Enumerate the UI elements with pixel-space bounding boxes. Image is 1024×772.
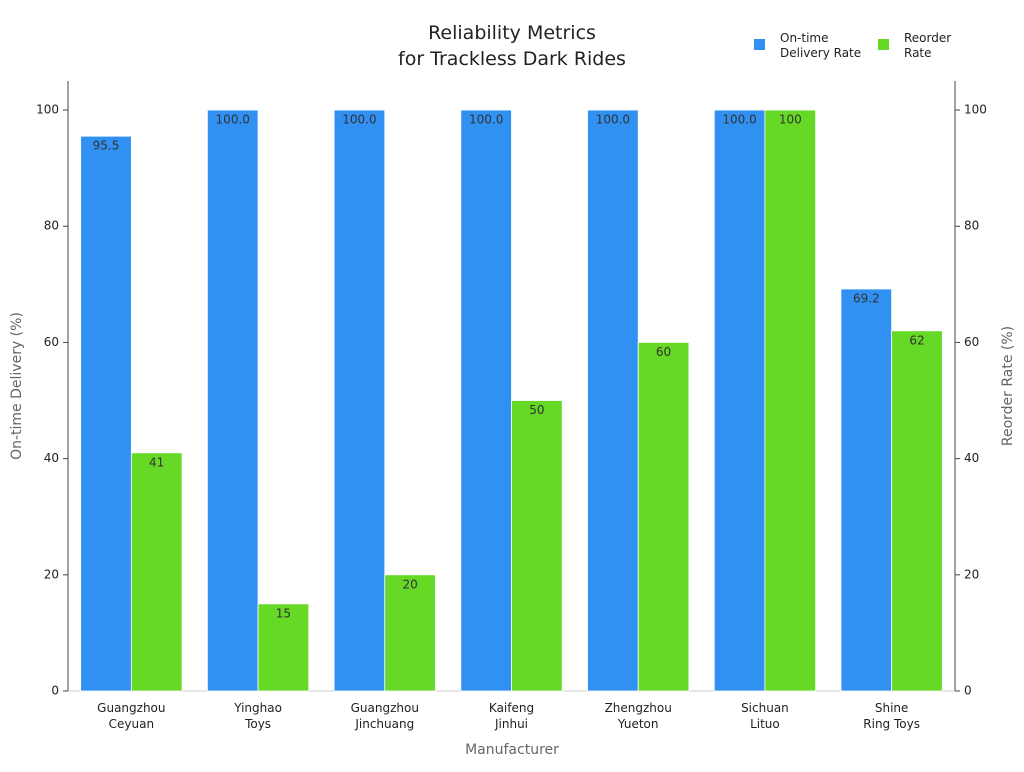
value-label: 60 xyxy=(656,345,671,359)
y-tick-label: 60 xyxy=(44,335,59,349)
bar xyxy=(130,452,183,692)
bar xyxy=(384,574,436,692)
y2-tick-label: 100 xyxy=(964,103,987,117)
y2-tick-label: 20 xyxy=(964,567,979,581)
bar xyxy=(713,109,766,692)
legend-label: Reorder Rate xyxy=(904,31,951,60)
bar xyxy=(333,109,386,692)
y2-axis-label: Reorder Rate (%) xyxy=(1000,326,1016,446)
bar xyxy=(637,342,690,692)
bar xyxy=(80,135,132,692)
bar xyxy=(460,109,512,692)
value-label: 50 xyxy=(529,403,544,417)
value-label: 20 xyxy=(402,577,417,591)
value-label: 95.5 xyxy=(93,139,120,153)
y-tick-label: 100 xyxy=(36,103,59,117)
legend-label: On-time Delivery Rate xyxy=(780,31,861,60)
legend-swatch xyxy=(878,39,889,50)
legend-swatch xyxy=(754,39,765,50)
value-label: 62 xyxy=(909,333,924,347)
bar xyxy=(840,288,893,692)
bar xyxy=(891,330,943,692)
value-label: 100 xyxy=(779,113,802,127)
value-label: 100.0 xyxy=(596,113,630,127)
value-label: 69.2 xyxy=(853,291,880,305)
x-tick-label: Yinghao Toys xyxy=(233,701,282,731)
chart-title: Reliability Metrics for Trackless Dark Ri… xyxy=(398,22,626,70)
value-label: 100.0 xyxy=(469,113,503,127)
value-label: 15 xyxy=(276,606,291,620)
x-tick-label: Shine Ring Toys xyxy=(863,701,920,731)
bar xyxy=(511,400,563,692)
y-tick-label: 40 xyxy=(44,451,59,465)
x-tick-label: Kaifeng Jinhui xyxy=(489,701,534,731)
bar xyxy=(764,109,817,692)
bar xyxy=(587,109,639,692)
x-axis-label: Manufacturer xyxy=(465,742,559,758)
value-label: 100.0 xyxy=(216,113,250,127)
x-tick-label: Zhengzhou Yueton xyxy=(605,701,672,731)
y-tick-label: 0 xyxy=(51,684,59,698)
bar xyxy=(206,109,259,692)
value-label: 100.0 xyxy=(722,113,756,127)
y2-tick-label: 60 xyxy=(964,335,979,349)
y-tick-label: 20 xyxy=(44,567,59,581)
value-label: 41 xyxy=(149,455,164,469)
x-tick-label: Guangzhou Ceyuan xyxy=(97,701,165,731)
y-axis-label: On-time Delivery (%) xyxy=(9,312,25,460)
y2-tick-label: 0 xyxy=(964,684,972,698)
y2-tick-label: 80 xyxy=(964,219,979,233)
y2-tick-label: 40 xyxy=(964,451,979,465)
value-label: 100.0 xyxy=(342,113,376,127)
bar xyxy=(257,603,310,692)
x-tick-label: Guangzhou Jinchuang xyxy=(351,701,419,731)
x-tick-label: Sichuan Lituo xyxy=(741,701,789,731)
y-tick-label: 80 xyxy=(44,219,59,233)
